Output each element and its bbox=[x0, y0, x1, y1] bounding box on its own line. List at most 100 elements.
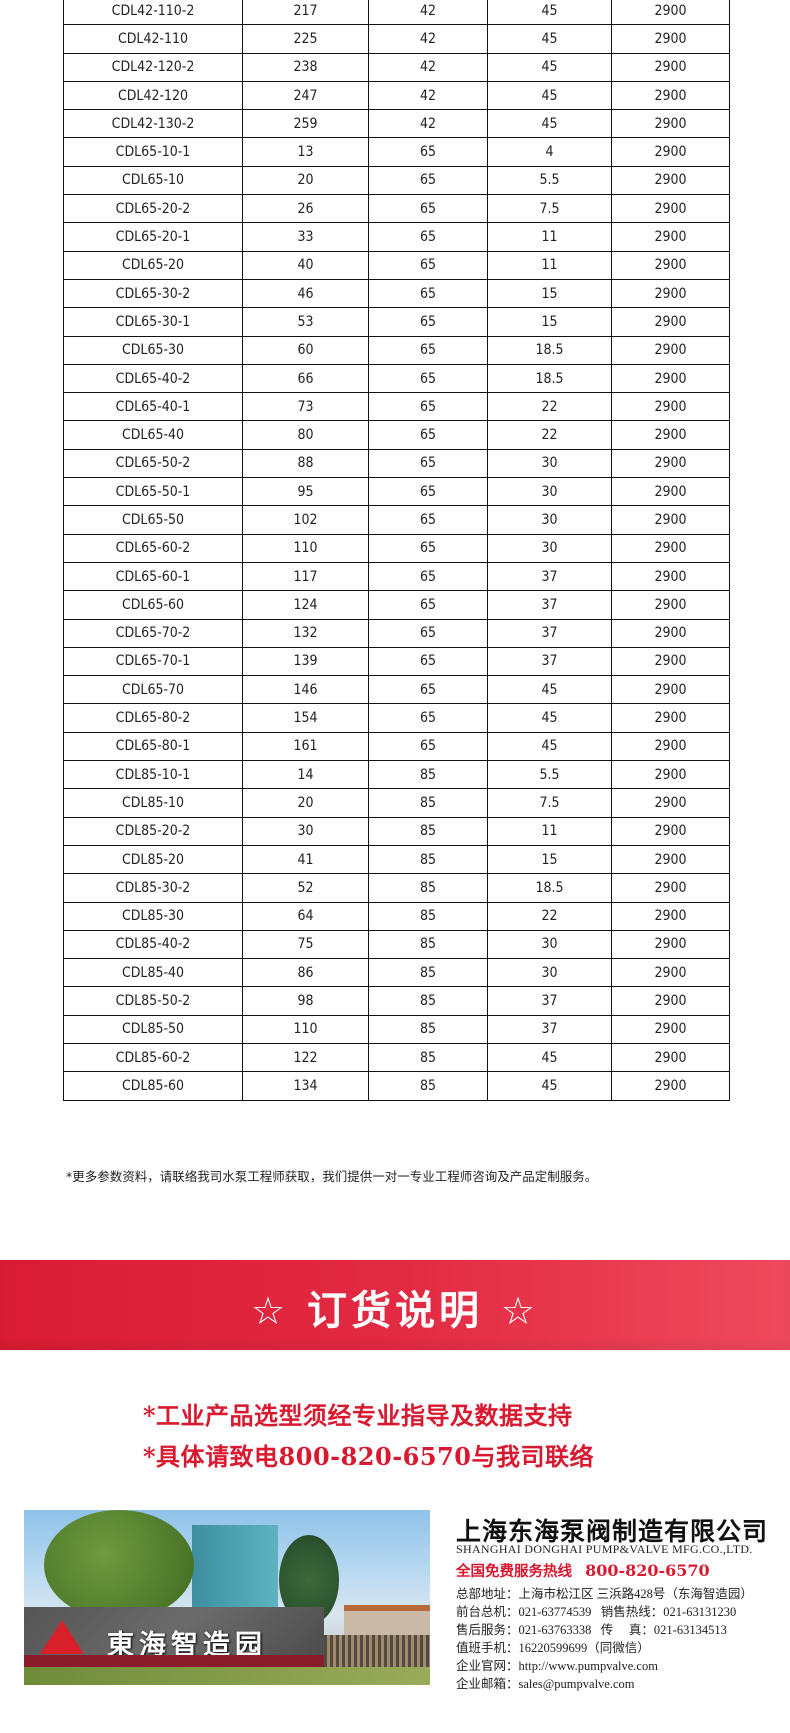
table-cell: 102 bbox=[242, 505, 369, 535]
email[interactable]: 企业邮箱：sales@pumpvalve.com bbox=[456, 1677, 635, 1691]
table-cell: 65 bbox=[368, 363, 488, 394]
table-cell: 42 bbox=[368, 0, 488, 26]
table-row: CDL65-70-2 132 65 37 2900 bbox=[63, 618, 730, 648]
table-row: CDL65-60-2 110 65 30 2900 bbox=[63, 533, 730, 563]
table-cell: CDL85-20 bbox=[63, 844, 243, 875]
table-cell: 2900 bbox=[611, 1014, 730, 1044]
table-cell: CDL85-50 bbox=[63, 1014, 243, 1044]
table-cell: 65 bbox=[368, 731, 488, 762]
table-row: CDL85-60-2 122 85 45 2900 bbox=[63, 1042, 730, 1073]
hotline-label: 全国免费服务热线 bbox=[456, 1563, 572, 1580]
table-cell: 66 bbox=[242, 363, 369, 394]
table-cell: CDL65-30-1 bbox=[63, 307, 243, 337]
table-cell: 117 bbox=[242, 561, 369, 592]
table-cell: CDL65-10 bbox=[63, 165, 243, 196]
table-cell: 30 bbox=[487, 929, 612, 960]
table-row: CDL85-10-1 14 85 5.5 2900 bbox=[63, 760, 730, 790]
table-cell: CDL85-40 bbox=[63, 958, 243, 988]
table-cell: CDL42-110-2 bbox=[63, 0, 243, 26]
table-cell: 60 bbox=[242, 335, 369, 365]
table-cell: 4 bbox=[487, 137, 612, 167]
table-cell: 2900 bbox=[611, 788, 730, 818]
table-cell: CDL65-30 bbox=[63, 335, 243, 365]
table-cell: 217 bbox=[242, 0, 369, 26]
table-row: CDL65-50 102 65 30 2900 bbox=[63, 505, 730, 535]
website[interactable]: 企业官网：http://www.pumpvalve.com bbox=[456, 1659, 658, 1673]
table-cell: 42 bbox=[368, 80, 488, 111]
table-row: CDL65-70-1 139 65 37 2900 bbox=[63, 646, 730, 677]
table-cell: 37 bbox=[487, 590, 612, 620]
table-cell: 22 bbox=[487, 901, 612, 931]
banner-title: 订货说明 bbox=[307, 1288, 483, 1334]
table-cell: 2900 bbox=[611, 561, 730, 592]
table-cell: 110 bbox=[242, 533, 369, 563]
gate bbox=[324, 1635, 430, 1670]
table-cell: CDL42-110 bbox=[63, 24, 243, 54]
table-cell: 45 bbox=[487, 80, 612, 111]
table-cell: 124 bbox=[242, 590, 369, 620]
table-cell: 65 bbox=[368, 137, 488, 167]
table-cell: 65 bbox=[368, 278, 488, 309]
table-row: CDL85-10 20 85 7.5 2900 bbox=[63, 788, 730, 818]
table-cell: 2900 bbox=[611, 873, 730, 903]
table-row: CDL65-60-1 117 65 37 2900 bbox=[63, 561, 730, 592]
table-cell: 20 bbox=[242, 788, 369, 818]
table-cell: CDL85-30-2 bbox=[63, 873, 243, 903]
table-cell: CDL65-10-1 bbox=[63, 137, 243, 167]
table-row: CDL85-20-2 30 85 11 2900 bbox=[63, 816, 730, 846]
table-cell: CDL42-120 bbox=[63, 80, 243, 111]
table-cell: 2900 bbox=[611, 278, 730, 309]
table-cell: 30 bbox=[487, 448, 612, 479]
table-cell: 2900 bbox=[611, 363, 730, 394]
table-row: CDL65-20-2 26 65 7.5 2900 bbox=[63, 194, 730, 224]
table-cell: 45 bbox=[487, 52, 612, 82]
table-cell: 64 bbox=[242, 901, 369, 931]
table-cell: 2900 bbox=[611, 194, 730, 224]
table-row: CDL65-20-1 33 65 11 2900 bbox=[63, 222, 730, 252]
table-cell: CDL85-30 bbox=[63, 901, 243, 931]
table-cell: CDL65-60-1 bbox=[63, 561, 243, 592]
table-cell: 15 bbox=[487, 844, 612, 875]
table-cell: 30 bbox=[487, 958, 612, 988]
hotline-number: 800-820-6570 bbox=[585, 1561, 710, 1580]
table-cell: 85 bbox=[368, 1071, 488, 1101]
table-cell: CDL65-80-2 bbox=[63, 703, 243, 733]
table-cell: CDL65-20-1 bbox=[63, 222, 243, 252]
table-cell: 80 bbox=[242, 420, 369, 450]
table-cell: 11 bbox=[487, 250, 612, 280]
table-cell: 85 bbox=[368, 901, 488, 931]
table-cell: 85 bbox=[368, 1042, 488, 1073]
table-cell: 75 bbox=[242, 929, 369, 960]
table-cell: 95 bbox=[242, 477, 369, 507]
table-cell: 85 bbox=[368, 929, 488, 960]
hedge bbox=[24, 1655, 324, 1669]
address: 总部地址：上海市松江区 三浜路428号（东海智造园） bbox=[456, 1587, 753, 1601]
table-cell: 2900 bbox=[611, 731, 730, 762]
table-cell: 85 bbox=[368, 958, 488, 988]
table-cell: 30 bbox=[487, 533, 612, 563]
star-icon: ☆ bbox=[500, 1289, 540, 1333]
table-cell: 146 bbox=[242, 675, 369, 705]
table-cell: CDL85-10 bbox=[63, 788, 243, 818]
table-cell: CDL42-130-2 bbox=[63, 109, 243, 139]
table-cell: 37 bbox=[487, 1014, 612, 1044]
table-cell: 65 bbox=[368, 222, 488, 252]
table-cell: CDL65-40-2 bbox=[63, 363, 243, 394]
table-row: CDL65-60 124 65 37 2900 bbox=[63, 590, 730, 620]
star-icon: ☆ bbox=[250, 1289, 290, 1333]
table-cell: 238 bbox=[242, 52, 369, 82]
table-cell: 2900 bbox=[611, 137, 730, 167]
table-row: CDL65-10-1 13 65 4 2900 bbox=[63, 137, 730, 167]
mobile: 值班手机：16220599699（同微信） bbox=[456, 1641, 650, 1655]
table-cell: CDL85-20-2 bbox=[63, 816, 243, 846]
table-row: CDL85-40-2 75 85 30 2900 bbox=[63, 929, 730, 960]
table-row: CDL85-40 86 85 30 2900 bbox=[63, 958, 730, 988]
table-cell: 65 bbox=[368, 505, 488, 535]
table-cell: 45 bbox=[487, 0, 612, 26]
table-cell: 22 bbox=[487, 392, 612, 422]
table-cell: 65 bbox=[368, 307, 488, 337]
table-cell: 2900 bbox=[611, 24, 730, 54]
table-cell: CDL65-50-1 bbox=[63, 477, 243, 507]
table-cell: CDL85-40-2 bbox=[63, 929, 243, 960]
table-cell: 2900 bbox=[611, 392, 730, 422]
